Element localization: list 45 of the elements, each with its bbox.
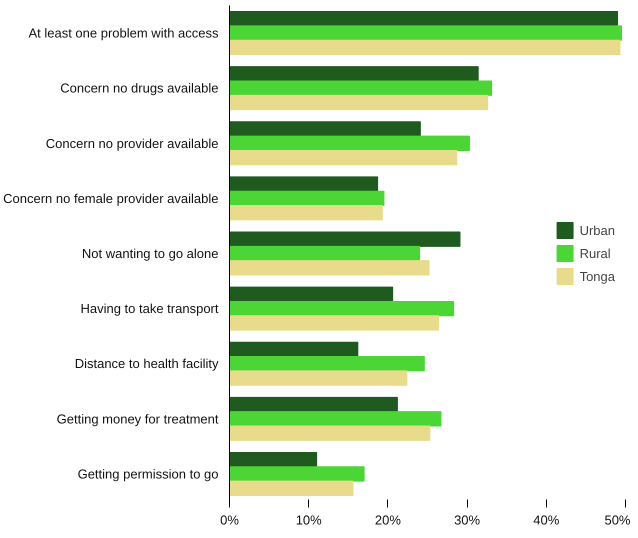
bar: [230, 480, 354, 496]
bar: [230, 260, 430, 276]
bar: [230, 94, 488, 110]
bar: [230, 121, 421, 137]
bar: [230, 466, 365, 482]
bar: [230, 315, 440, 331]
bar: [230, 11, 618, 26]
y-tick-label: Concern no provider available: [46, 136, 219, 151]
bar: [230, 40, 620, 56]
legend-label: Tonga: [580, 268, 615, 284]
x-tick-label: 30%: [454, 512, 481, 528]
y-tick-label: Concern no drugs available: [60, 80, 219, 96]
bar: [230, 356, 425, 372]
bar: [230, 136, 470, 151]
bar: [230, 190, 384, 206]
bar: [230, 150, 458, 166]
y-tick-label: Concern no female provider available: [3, 190, 219, 206]
bar: [230, 80, 492, 96]
bar: [230, 66, 479, 82]
legend-label: Urban: [580, 222, 615, 238]
x-tick-label: 40%: [533, 512, 560, 528]
bar: [230, 342, 358, 358]
y-tick-label: At least one problem with access: [28, 26, 219, 41]
x-tick-label: 50%: [604, 512, 631, 528]
bar: [230, 205, 383, 220]
legend-label: Rural: [580, 246, 611, 260]
y-tick-label: Getting permission to go: [78, 466, 218, 482]
x-tick-label: 10%: [296, 512, 322, 528]
y-tick-label: Having to take transport: [80, 301, 219, 316]
bar: [230, 370, 408, 386]
bar: [230, 300, 454, 316]
bar: [230, 246, 420, 262]
bar: [230, 426, 430, 441]
bar: [230, 286, 394, 302]
y-tick-label: Not wanting to go alone: [82, 246, 219, 261]
y-tick-label: Distance to health facility: [74, 356, 219, 372]
bar: [230, 25, 622, 41]
bar: [230, 452, 318, 468]
x-tick-label: 20%: [374, 512, 402, 528]
bar: [230, 411, 442, 426]
y-tick-label: Getting money for treatment: [56, 411, 219, 426]
x-tick-label: 0%: [220, 512, 240, 528]
bar: [230, 232, 460, 247]
bar: [230, 176, 378, 192]
bar: [230, 396, 398, 412]
